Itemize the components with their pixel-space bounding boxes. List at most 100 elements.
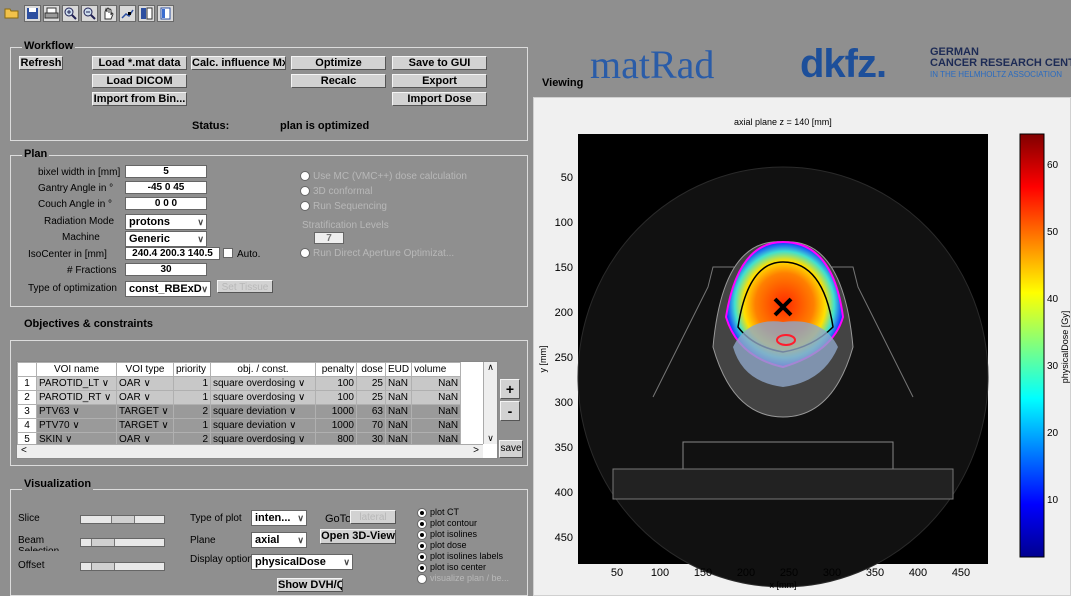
show-dvh-button[interactable]: Show DVH/QI xyxy=(277,578,343,592)
penalty-cell[interactable]: 1000 xyxy=(315,404,357,419)
penalty-cell[interactable]: 100 xyxy=(315,376,357,391)
dose-plot[interactable]: 50 100 150 200 250 300 350 400 450 50 100 150 200 25… xyxy=(533,97,1071,596)
auto-checkbox[interactable] xyxy=(223,248,233,258)
stratification-field[interactable]: 7 xyxy=(314,232,344,244)
penalty-cell[interactable]: 100 xyxy=(315,390,357,405)
scroll-left-icon[interactable]: < xyxy=(21,445,27,456)
machine-dropdown[interactable]: Generic ∨ xyxy=(125,231,207,247)
beam-slider[interactable] xyxy=(80,538,165,547)
offset-slider[interactable] xyxy=(80,562,165,571)
zoom-in-icon[interactable] xyxy=(62,5,79,22)
voi-type-cell[interactable]: TARGET ∨ xyxy=(116,404,174,419)
add-objective-button[interactable]: + xyxy=(500,379,520,399)
remove-objective-button[interactable]: - xyxy=(500,401,520,421)
dose-cell[interactable]: 25 xyxy=(356,390,386,405)
type-of-plot-dropdown[interactable]: inten... ∨ xyxy=(251,510,307,526)
dose-cell[interactable]: 63 xyxy=(356,404,386,419)
zoom-out-icon[interactable] xyxy=(81,5,98,22)
fractions-field[interactable]: 30 xyxy=(125,263,207,276)
eud-cell[interactable]: NaN xyxy=(384,376,413,391)
voi-name-cell[interactable]: PTV70 ∨ xyxy=(36,418,117,433)
row-index[interactable]: 3 xyxy=(17,404,37,419)
print-icon[interactable] xyxy=(43,5,60,22)
eud-cell[interactable]: NaN xyxy=(384,404,413,419)
radiation-mode-dropdown[interactable]: protons ∨ xyxy=(125,214,207,230)
save-objectives-button[interactable]: save xyxy=(499,440,523,458)
volume-cell[interactable]: NaN xyxy=(411,404,462,419)
load-dicom-button[interactable]: Load DICOM xyxy=(92,74,187,88)
eud-cell[interactable]: NaN xyxy=(384,390,413,405)
plot-option-radio[interactable] xyxy=(417,552,427,562)
recalc-button[interactable]: Recalc xyxy=(291,74,386,88)
objective-cell[interactable]: square overdosing ∨ xyxy=(210,376,316,391)
scroll-right-icon[interactable]: > xyxy=(473,445,479,456)
objective-cell[interactable]: square overdosing ∨ xyxy=(210,390,316,405)
scroll-up-icon[interactable]: ∧ xyxy=(487,362,494,372)
plot-option-radio[interactable] xyxy=(417,541,427,551)
row-index[interactable]: 2 xyxy=(17,390,37,405)
slice-slider-thumb[interactable] xyxy=(111,516,135,523)
gantry-angle-field[interactable]: -45 0 45 xyxy=(125,181,207,194)
plot-option-radio[interactable] xyxy=(417,519,427,529)
legend-icon[interactable] xyxy=(157,5,174,22)
volume-cell[interactable]: NaN xyxy=(411,390,462,405)
volume-cell[interactable]: NaN xyxy=(411,418,462,433)
set-tissue-button[interactable]: Set Tissue xyxy=(217,280,273,293)
use-mc-radio[interactable] xyxy=(300,171,310,181)
volume-cell[interactable]: NaN xyxy=(411,376,462,391)
table-row[interactable]: 3 PTV63 ∨ TARGET ∨ 2 square deviation ∨ 1000 6… xyxy=(17,404,462,419)
plot-option-radio[interactable] xyxy=(417,563,427,573)
table-row[interactable]: 2 PAROTID_RT ∨ OAR ∨ 1 square overdosing ∨ 10… xyxy=(17,390,462,405)
dose-cell[interactable]: 25 xyxy=(356,376,386,391)
voi-name-cell[interactable]: PTV63 ∨ xyxy=(36,404,117,419)
open-3d-view-button[interactable]: Open 3D-View xyxy=(320,529,396,544)
import-dose-button[interactable]: Import Dose xyxy=(392,92,487,106)
plane-dropdown[interactable]: axial ∨ xyxy=(251,532,307,548)
voi-name-cell[interactable]: PAROTID_RT ∨ xyxy=(36,390,117,405)
penalty-cell[interactable]: 1000 xyxy=(315,418,357,433)
voi-type-cell[interactable]: OAR ∨ xyxy=(116,376,174,391)
goto-lateral-button[interactable]: lateral xyxy=(350,510,396,524)
calc-influence-button[interactable]: Calc. influence Mx xyxy=(191,56,286,70)
pan-hand-icon[interactable] xyxy=(100,5,117,22)
eud-cell[interactable]: NaN xyxy=(384,418,413,433)
conformal-radio[interactable] xyxy=(300,186,310,196)
table-row[interactable]: 1 PAROTID_LT ∨ OAR ∨ 1 square overdosing ∨ 10… xyxy=(17,376,462,391)
export-button[interactable]: Export xyxy=(392,74,487,88)
priority-cell[interactable]: 1 xyxy=(173,418,211,433)
dao-radio[interactable] xyxy=(300,248,310,258)
slice-slider[interactable] xyxy=(80,515,165,524)
priority-cell[interactable]: 1 xyxy=(173,376,211,391)
bixel-width-field[interactable]: 5 xyxy=(125,165,207,178)
table-row[interactable]: 4 PTV70 ∨ TARGET ∨ 1 square deviation ∨ 1000 7… xyxy=(17,418,462,433)
save-icon[interactable] xyxy=(24,5,41,22)
table-horizontal-scrollbar[interactable]: < > xyxy=(17,444,483,458)
objective-cell[interactable]: square deviation ∨ xyxy=(210,404,316,419)
beam-slider-thumb[interactable] xyxy=(91,539,115,546)
import-from-bin-button[interactable]: Import from Bin... xyxy=(92,92,187,106)
objective-cell[interactable]: square deviation ∨ xyxy=(210,418,316,433)
voi-type-cell[interactable]: TARGET ∨ xyxy=(116,418,174,433)
data-cursor-icon[interactable] xyxy=(119,5,136,22)
voi-type-cell[interactable]: OAR ∨ xyxy=(116,390,174,405)
voi-name-cell[interactable]: PAROTID_LT ∨ xyxy=(36,376,117,391)
optimize-button[interactable]: Optimize xyxy=(291,56,386,70)
optimization-type-dropdown[interactable]: const_RBExD ∨ xyxy=(125,281,211,297)
isocenter-field[interactable]: 240.4 200.3 140.5 xyxy=(125,247,220,260)
priority-cell[interactable]: 1 xyxy=(173,390,211,405)
open-folder-icon[interactable] xyxy=(4,5,21,22)
plot-option-radio[interactable] xyxy=(417,530,427,540)
plot-option-radio[interactable] xyxy=(417,508,427,518)
priority-cell[interactable]: 2 xyxy=(173,404,211,419)
couch-angle-field[interactable]: 0 0 0 xyxy=(125,197,207,210)
load-mat-button[interactable]: Load *.mat data xyxy=(92,56,187,70)
dose-cell[interactable]: 70 xyxy=(356,418,386,433)
refresh-button[interactable]: Refresh xyxy=(19,56,63,70)
sequencing-radio[interactable] xyxy=(300,201,310,211)
offset-slider-thumb[interactable] xyxy=(91,563,115,570)
plot-option-radio[interactable] xyxy=(417,574,427,584)
save-to-gui-button[interactable]: Save to GUI xyxy=(392,56,487,70)
scroll-down-icon[interactable]: ∨ xyxy=(487,433,494,443)
row-index[interactable]: 4 xyxy=(17,418,37,433)
row-index[interactable]: 1 xyxy=(17,376,37,391)
